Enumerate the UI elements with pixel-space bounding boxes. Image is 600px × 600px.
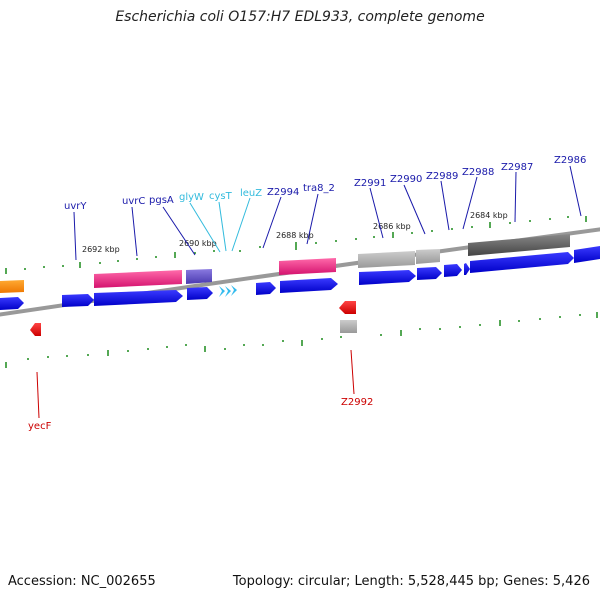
gene-label-leuZ[interactable]: leuZ xyxy=(240,188,262,199)
gene-Z2991-arrow[interactable] xyxy=(359,270,416,285)
gene-Z2986-arrow[interactable] xyxy=(574,246,600,263)
gene-label-Z2994[interactable]: Z2994 xyxy=(267,187,299,198)
kbp-label: 2688 kbp xyxy=(276,231,314,240)
trna-leuZ-marker[interactable] xyxy=(231,285,237,296)
gene-Z2992-arrow[interactable] xyxy=(339,301,356,314)
leader-uvrY xyxy=(73,211,77,261)
gene-label-Z2991[interactable]: Z2991 xyxy=(354,178,386,189)
trna-glyW-marker[interactable] xyxy=(219,286,225,297)
gene-uvrC-arrow[interactable] xyxy=(94,290,183,306)
leader-Z2987 xyxy=(514,171,517,223)
leader-cysT xyxy=(218,201,227,252)
gene-label-yecF[interactable]: yecF xyxy=(28,421,52,432)
kbp-label: 2686 kbp xyxy=(373,222,411,231)
leader-Z2992 xyxy=(350,349,355,395)
gene-tra8-block[interactable] xyxy=(279,258,336,275)
gene-uvrC-block[interactable] xyxy=(94,270,182,288)
gene-Z2989-arrow[interactable] xyxy=(444,264,462,277)
gene-Z2994-arrow[interactable] xyxy=(256,282,276,295)
leader-Z2990 xyxy=(403,184,426,235)
gene-label-Z2986[interactable]: Z2986 xyxy=(554,155,586,166)
genome-stats-label: Topology: circular; Length: 5,528,445 bp… xyxy=(232,574,590,589)
gene-Z2989b-arrow[interactable] xyxy=(464,263,470,275)
gene-Z2988-block[interactable] xyxy=(468,234,570,256)
gene-arrow-left-edge[interactable] xyxy=(0,297,24,310)
gene-label-uvrY[interactable]: uvrY xyxy=(64,201,87,212)
inner-ticks xyxy=(5,312,598,368)
kbp-label: 2684 kbp xyxy=(470,211,508,220)
gene-label-Z2990[interactable]: Z2990 xyxy=(390,174,422,185)
leader-uvrC xyxy=(131,206,138,257)
gene-Z2990-block[interactable] xyxy=(416,249,440,264)
leader-glyW xyxy=(189,202,221,253)
gene-label-cysT[interactable]: cysT xyxy=(209,191,233,202)
gene-label-pgsA[interactable]: pgsA xyxy=(149,195,174,206)
gene-label-Z2992[interactable]: Z2992 xyxy=(341,397,373,408)
gene-pgsA-arrow[interactable] xyxy=(187,287,213,300)
leader-yecF xyxy=(36,371,40,419)
gene-uvrY-arrow[interactable] xyxy=(62,294,94,307)
leader-Z2989 xyxy=(440,180,450,231)
leader-pgsA xyxy=(162,206,196,256)
gene-Z2992-block[interactable] xyxy=(340,320,357,333)
kbp-label: 2692 kbp xyxy=(82,245,120,254)
gene-Z2988-arrow[interactable] xyxy=(470,252,574,273)
gene-label-Z2988[interactable]: Z2988 xyxy=(462,167,494,178)
leader-Z2991 xyxy=(369,187,384,239)
kbp-label: 2690 kbp xyxy=(179,239,217,248)
gene-pgsA-block[interactable] xyxy=(186,269,212,284)
forward-strand-arrows xyxy=(0,246,600,310)
trna-cysT-marker[interactable] xyxy=(225,286,231,297)
outer-ticks xyxy=(5,216,587,274)
leader-Z2986 xyxy=(569,165,582,217)
leader-leuZ xyxy=(231,197,251,252)
gene-tra8-arrow[interactable] xyxy=(280,278,338,293)
gene-label-glyW[interactable]: glyW xyxy=(179,192,204,203)
gene-Z2991-block[interactable] xyxy=(358,251,415,268)
gene-label-Z2987[interactable]: Z2987 xyxy=(501,162,533,173)
leader-Z2988 xyxy=(462,176,478,230)
leader-Z2994 xyxy=(262,196,282,249)
gene-label-tra8_2[interactable]: tra8_2 xyxy=(303,183,335,194)
gene-Z2990-arrow[interactable] xyxy=(417,267,442,280)
label-leaders xyxy=(36,165,582,419)
page-title: Escherichia coli O157:H7 EDL933, complet… xyxy=(115,9,485,25)
reverse-strand-features xyxy=(30,301,357,336)
gene-yecF-arrow[interactable] xyxy=(30,323,41,336)
gene-label-Z2989[interactable]: Z2989 xyxy=(426,171,458,182)
trna-markers xyxy=(219,285,237,297)
leader-tra8_2 xyxy=(306,193,319,245)
accession-label: Accession: NC_002655 xyxy=(8,574,156,589)
gene-orange-block[interactable] xyxy=(0,280,24,293)
gene-labels: uvrY uvrC pgsA glyW cysT leuZ Z2994 tra8… xyxy=(28,155,586,432)
gene-label-uvrC[interactable]: uvrC xyxy=(122,196,145,207)
forward-strand-features xyxy=(0,234,570,293)
